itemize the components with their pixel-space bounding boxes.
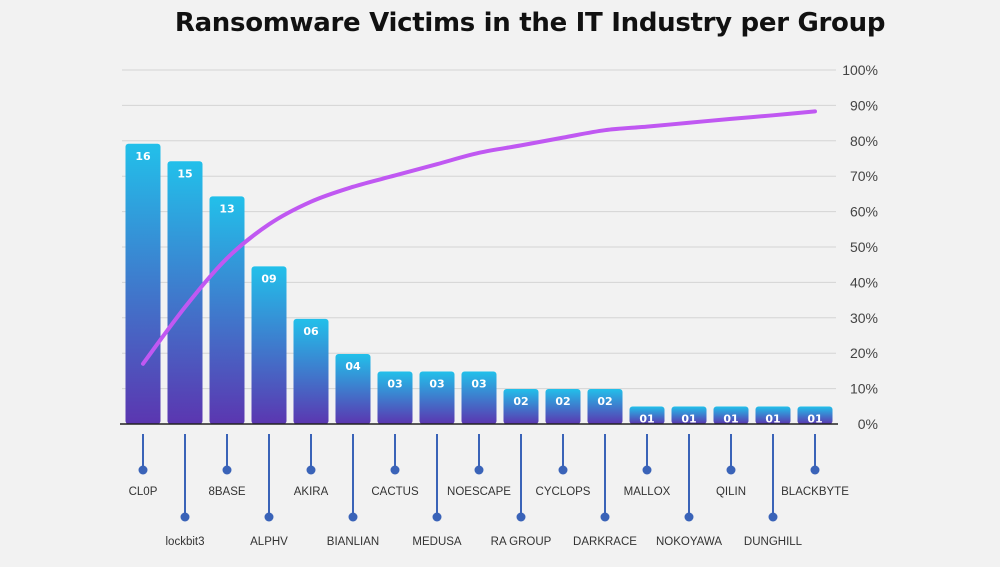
category-label: BLACKBYTE	[781, 486, 849, 498]
bar	[461, 371, 497, 424]
lollipop-dot	[306, 465, 316, 475]
bar	[377, 371, 413, 424]
bar	[419, 371, 455, 424]
lollipop-dot	[138, 465, 148, 475]
lollipop-dot	[684, 512, 694, 522]
category-label: CYCLOPS	[536, 486, 591, 498]
bar-value-label: 03	[429, 377, 444, 390]
category-label: NOKOYAWA	[656, 536, 722, 548]
y2-tick-label: 90%	[850, 97, 878, 113]
cumulative-line	[141, 109, 817, 366]
y2-tick-label: 10%	[850, 381, 878, 397]
bar-value-label: 01	[723, 412, 738, 425]
y2-tick-label: 30%	[850, 310, 878, 326]
lollipop-dot	[222, 465, 232, 475]
bar-value-label: 06	[303, 325, 319, 338]
lollipop-dot	[810, 465, 820, 475]
bar	[545, 388, 581, 424]
category-label: MEDUSA	[412, 536, 462, 548]
category-label: CACTUS	[371, 486, 419, 498]
bar	[587, 388, 623, 424]
bar-value-label: 13	[219, 202, 234, 215]
bar	[125, 143, 161, 424]
bar-value-label: 03	[471, 377, 486, 390]
lollipop-dot	[432, 512, 442, 522]
bar	[713, 406, 749, 424]
bar	[293, 318, 329, 424]
category-label: NOESCAPE	[447, 486, 511, 498]
bar	[503, 388, 539, 424]
y2-tick-label: 50%	[850, 239, 878, 255]
lollipop-dot	[726, 465, 736, 475]
bar	[335, 353, 371, 424]
bar-value-label: 02	[555, 395, 570, 408]
category-label: CL0P	[129, 486, 158, 498]
y2-tick-label: 100%	[842, 62, 878, 78]
category-label: 8BASE	[208, 486, 245, 498]
lollipop-dot	[516, 512, 526, 522]
y2-tick-label: 40%	[850, 274, 878, 290]
lollipop-dot	[180, 512, 190, 522]
bar-value-label: 04	[345, 360, 361, 373]
bar-value-label: 01	[807, 412, 822, 425]
category-label: AKIRA	[294, 486, 329, 498]
lollipop-dot	[642, 465, 652, 475]
bar-value-label: 02	[513, 395, 528, 408]
y2-tick-label: 0%	[858, 416, 878, 432]
lollipop-dot	[768, 512, 778, 522]
lollipop-dot	[600, 512, 610, 522]
category-label: MALLOX	[624, 486, 671, 498]
category-label: QILIN	[716, 486, 746, 498]
bar	[167, 161, 203, 424]
bar-value-label: 16	[135, 150, 151, 163]
lollipop-dot	[558, 465, 568, 475]
bar	[251, 266, 287, 424]
bar-value-label: 01	[681, 412, 696, 425]
lollipop-dot	[348, 512, 358, 522]
y2-tick-label: 80%	[850, 133, 878, 149]
category-label: ALPHV	[250, 536, 288, 548]
lollipop-dot	[474, 465, 484, 475]
category-label: RA GROUP	[491, 536, 552, 548]
bar	[629, 406, 665, 424]
bar-value-label: 02	[597, 395, 612, 408]
y2-tick-label: 70%	[850, 168, 878, 184]
y2-tick-label: 20%	[850, 345, 878, 361]
category-label: DUNGHILL	[744, 536, 803, 548]
bar-value-label: 15	[177, 167, 192, 180]
bar	[671, 406, 707, 424]
y2-tick-label: 60%	[850, 204, 878, 220]
bar-value-label: 03	[387, 377, 402, 390]
bar-value-label: 01	[765, 412, 780, 425]
category-label: BIANLIAN	[327, 536, 379, 548]
lollipop-dot	[264, 512, 274, 522]
bar	[797, 406, 833, 424]
bar	[755, 406, 791, 424]
bar	[209, 196, 245, 424]
category-label: lockbit3	[166, 536, 205, 548]
bar-value-label: 01	[639, 412, 654, 425]
chart-title: Ransomware Victims in the IT Industry pe…	[174, 8, 886, 38]
lollipop-dot	[390, 465, 400, 475]
bar-value-label: 09	[261, 272, 276, 285]
category-label: DARKRACE	[573, 536, 637, 548]
